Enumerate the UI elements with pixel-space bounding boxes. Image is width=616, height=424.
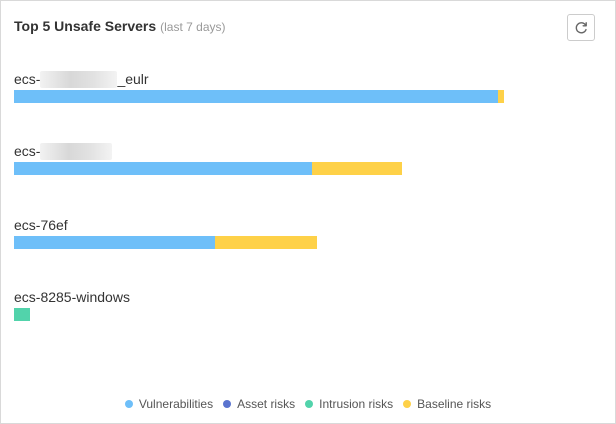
- legend-dot-icon: [305, 400, 314, 408]
- server-row: ecs-: [14, 142, 604, 182]
- legend-dot-icon: [403, 400, 412, 408]
- server-row: ecs- _eulr: [14, 70, 604, 110]
- legend-item-intrusion-risks[interactable]: Intrusion risks: [305, 397, 393, 411]
- server-row: ecs-8285-windows: [14, 288, 604, 328]
- legend-label: Intrusion risks: [319, 397, 394, 411]
- server-name: ecs-8285-windows: [14, 288, 130, 306]
- legend-dot-icon: [124, 400, 133, 408]
- refresh-icon: [575, 21, 587, 33]
- redacted-text: [40, 142, 113, 160]
- bar-segment-intrusion-risks[interactable]: [14, 308, 31, 321]
- server-name-prefix: ecs-8285-windows: [14, 289, 130, 305]
- server-name-prefix: ecs-76ef: [14, 217, 68, 233]
- bar-segment-vulnerabilities[interactable]: [14, 236, 216, 249]
- card-title-text: Top 5 Unsafe Servers: [14, 18, 157, 34]
- stacked-bar[interactable]: [14, 90, 504, 103]
- stacked-bar[interactable]: [14, 236, 317, 249]
- legend-label: Vulnerabilities: [138, 397, 214, 411]
- stacked-bar[interactable]: [14, 308, 31, 321]
- legend-item-baseline-risks[interactable]: Baseline risks: [403, 397, 491, 411]
- legend-item-asset-risks[interactable]: Asset risks: [223, 397, 295, 411]
- redacted-text: [40, 70, 118, 88]
- legend-item-vulnerabilities[interactable]: Vulnerabilities: [124, 397, 214, 411]
- bar-segment-baseline-risks[interactable]: [312, 162, 403, 175]
- bar-segment-baseline-risks[interactable]: [497, 90, 504, 103]
- server-name-prefix: ecs-: [14, 143, 41, 159]
- server-name: ecs-: [14, 142, 113, 160]
- server-row: ecs-76ef: [14, 216, 604, 256]
- server-name-suffix: _eulr: [117, 71, 149, 87]
- bar-segment-vulnerabilities[interactable]: [14, 162, 313, 175]
- bar-segment-vulnerabilities[interactable]: [14, 90, 498, 103]
- server-name: ecs- _eulr: [14, 70, 149, 88]
- legend-label: Asset risks: [237, 397, 296, 411]
- legend-label: Baseline risks: [417, 397, 492, 411]
- server-name-prefix: ecs-: [14, 71, 41, 87]
- stacked-bar[interactable]: [14, 162, 403, 175]
- card-subtitle: (last 7 days): [160, 20, 226, 34]
- card-title: Top 5 Unsafe Servers (last 7 days): [14, 18, 226, 34]
- legend-dot-icon: [223, 400, 232, 408]
- bar-segment-baseline-risks[interactable]: [215, 236, 317, 249]
- server-name: ecs-76ef: [14, 216, 68, 234]
- chart-legend: Vulnerabilities Asset risks Intrusion ri…: [1, 397, 615, 411]
- refresh-button[interactable]: [567, 14, 595, 41]
